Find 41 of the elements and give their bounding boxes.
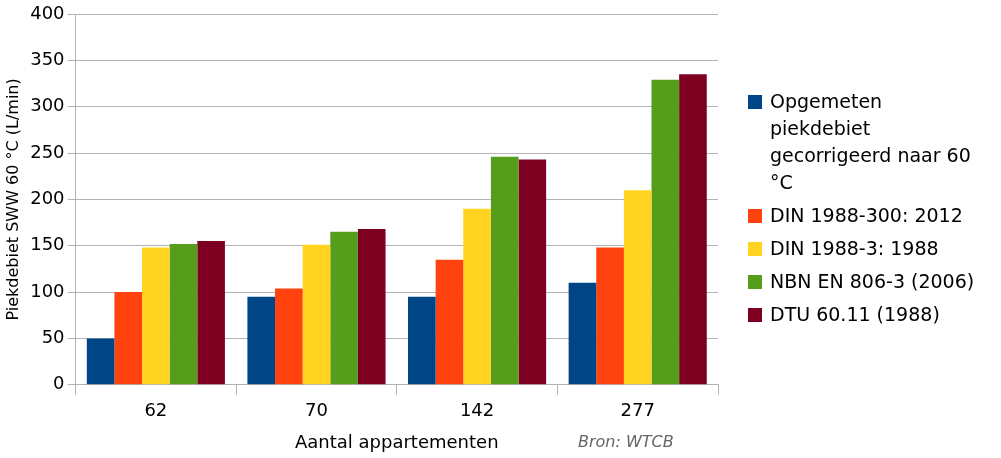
legend-label: DIN 1988-300: 2012	[770, 203, 963, 228]
legend-label: Opgemeten piekdebiet gecorrigeerd naar 60 °C	[770, 89, 972, 195]
bar	[490, 156, 519, 385]
bar	[114, 292, 143, 385]
legend-label: DIN 1988-3: 1988	[770, 236, 939, 261]
bar	[435, 259, 464, 385]
bar	[679, 74, 707, 385]
y-tick-label: 250	[30, 140, 65, 162]
legend-label: NBN EN 806-3 (2006)	[770, 269, 975, 294]
y-tick-label: 350	[30, 48, 65, 70]
bar	[651, 79, 680, 385]
x-tick-label: 277	[620, 399, 655, 421]
bar	[302, 244, 331, 385]
bar	[568, 282, 597, 385]
y-tick-label: 400	[30, 1, 65, 23]
bar	[169, 243, 198, 385]
bar	[86, 338, 115, 385]
x-tick-label: 70	[305, 399, 328, 421]
legend-label: DTU 60.11 (1988)	[770, 302, 940, 327]
bar	[330, 231, 358, 385]
x-tick-label: 62	[144, 399, 168, 421]
y-axis-title: Piekdebiet SWW 60 °C (L/min)	[2, 78, 22, 321]
y-tick-label: 100	[30, 279, 65, 301]
bar	[197, 241, 225, 385]
bar	[596, 247, 624, 385]
y-tick-label: 200	[30, 187, 65, 209]
bar	[463, 208, 491, 385]
bar	[408, 296, 436, 385]
y-tick-label: 0	[53, 372, 65, 394]
x-axis-title: Aantal appartementen	[294, 430, 499, 452]
bar	[275, 288, 303, 385]
y-tick-label: 150	[30, 233, 65, 255]
y-tick-label: 50	[41, 326, 65, 348]
text: Bron: WTCB	[578, 432, 674, 451]
bar	[142, 247, 170, 385]
x-tick-label: 142	[459, 399, 495, 421]
bar	[357, 229, 386, 385]
bar	[247, 296, 276, 385]
bar	[623, 190, 652, 385]
y-tick-label: 300	[30, 94, 65, 116]
bar	[518, 159, 547, 385]
